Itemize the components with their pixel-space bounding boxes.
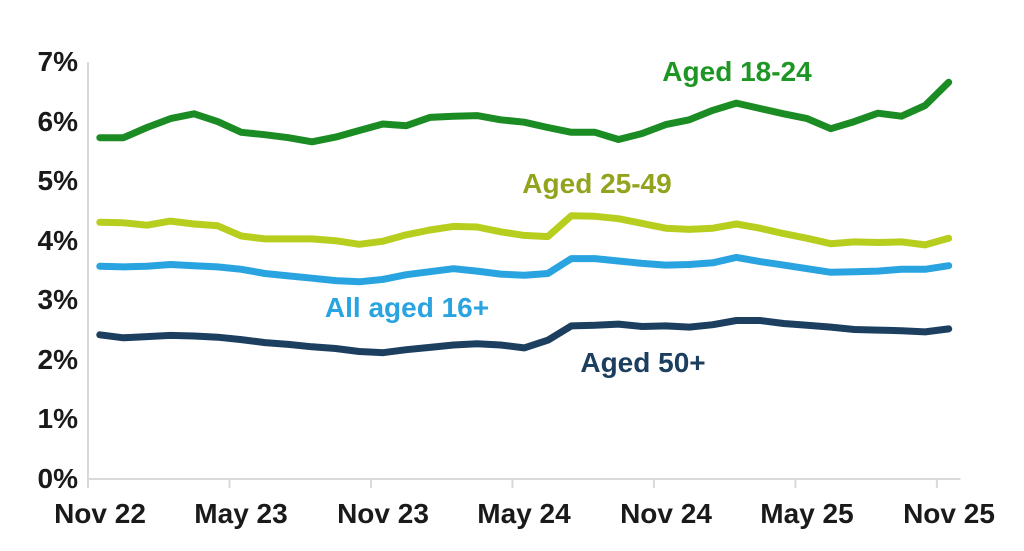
y-axis-tick-label: 2% bbox=[37, 344, 78, 375]
series-line-aged-18-24 bbox=[96, 78, 953, 146]
x-axis-tick-label: Nov 23 bbox=[337, 498, 429, 529]
series-line-aged-50- bbox=[96, 317, 953, 357]
y-axis-tick-label: 7% bbox=[37, 46, 78, 77]
series-label-all-aged-16: All aged 16+ bbox=[324, 292, 490, 323]
y-axis-tick-label: 1% bbox=[37, 403, 78, 434]
series-line-aged-25-49 bbox=[96, 212, 953, 249]
y-axis-tick-label: 4% bbox=[37, 225, 78, 256]
x-axis-tick-label: May 24 bbox=[477, 498, 571, 529]
y-axis-tick-label: 0% bbox=[37, 463, 78, 494]
y-axis-tick-label: 6% bbox=[37, 106, 78, 137]
y-axis-tick-label: 3% bbox=[37, 284, 78, 315]
x-axis-tick-label: Nov 25 bbox=[903, 498, 995, 529]
x-axis-tick-label: May 25 bbox=[760, 498, 854, 529]
series-label-aged-25-49: Aged 25-49 bbox=[522, 168, 672, 199]
series-label-aged-18-24: Aged 18-24 bbox=[662, 56, 812, 87]
series-line-all-aged-16- bbox=[96, 253, 953, 286]
y-axis-tick-label: 5% bbox=[37, 165, 78, 196]
series-label-aged-50: Aged 50+ bbox=[580, 347, 706, 378]
x-axis-tick-label: Nov 24 bbox=[620, 498, 712, 529]
x-axis-tick-label: May 23 bbox=[194, 498, 288, 529]
x-axis-tick-label: Nov 22 bbox=[54, 498, 146, 529]
